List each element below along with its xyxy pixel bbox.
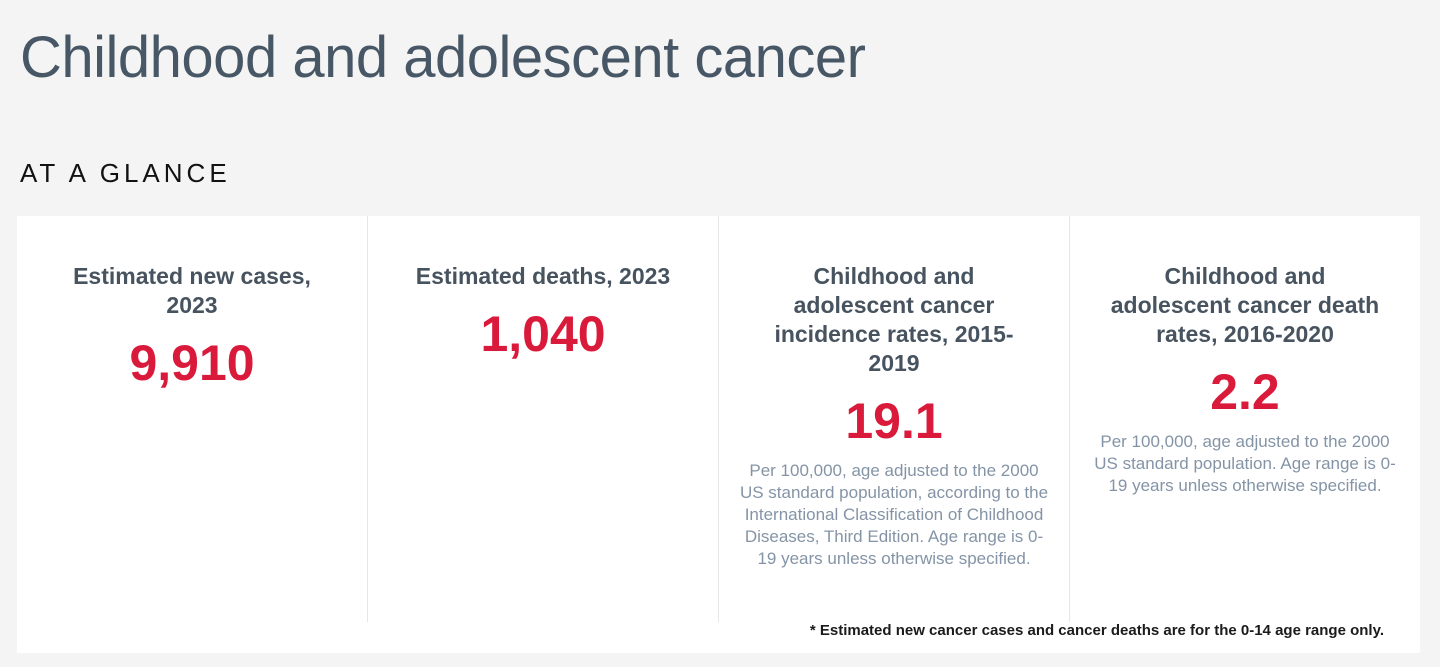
stat-card-death-rates: Childhood and adolescent cancer death ra… [1069, 216, 1420, 622]
stat-card-value: 9,910 [129, 335, 255, 391]
stat-cards-row: Estimated new cases, 2023 9,910 Estimate… [17, 216, 1420, 622]
stat-card-incidence-rates: Childhood and adolescent cancer incidenc… [718, 216, 1069, 622]
stat-card-value: 19.1 [845, 393, 943, 449]
at-a-glance-section-label: AT A GLANCE [20, 158, 231, 188]
stat-card-description: Per 100,000, age adjusted to the 2000 US… [1094, 432, 1396, 495]
stat-card-value: 2.2 [1210, 364, 1280, 420]
stat-card-label: Childhood and adolescent cancer incidenc… [774, 263, 1014, 376]
stat-card-value: 1,040 [480, 306, 606, 362]
stat-card-description: Per 100,000, age adjusted to the 2000 US… [739, 461, 1049, 568]
footnote-row: * Estimated new cancer cases and cancer … [17, 622, 1420, 653]
footnote: * Estimated new cancer cases and cancer … [809, 622, 1384, 639]
at-a-glance-panel: Estimated new cases, 2023 9,910 Estimate… [17, 216, 1420, 653]
stat-card-label: Estimated deaths, 2023 [415, 263, 671, 289]
stat-card-new-cases: Estimated new cases, 2023 9,910 [17, 216, 367, 622]
stat-card-deaths: Estimated deaths, 2023 1,040 [367, 216, 718, 622]
page-title: Childhood and adolescent cancer [20, 25, 866, 90]
stat-card-label: Childhood and adolescent cancer death ra… [1110, 263, 1380, 347]
stat-card-label: Estimated new cases, 2023 [73, 263, 311, 318]
